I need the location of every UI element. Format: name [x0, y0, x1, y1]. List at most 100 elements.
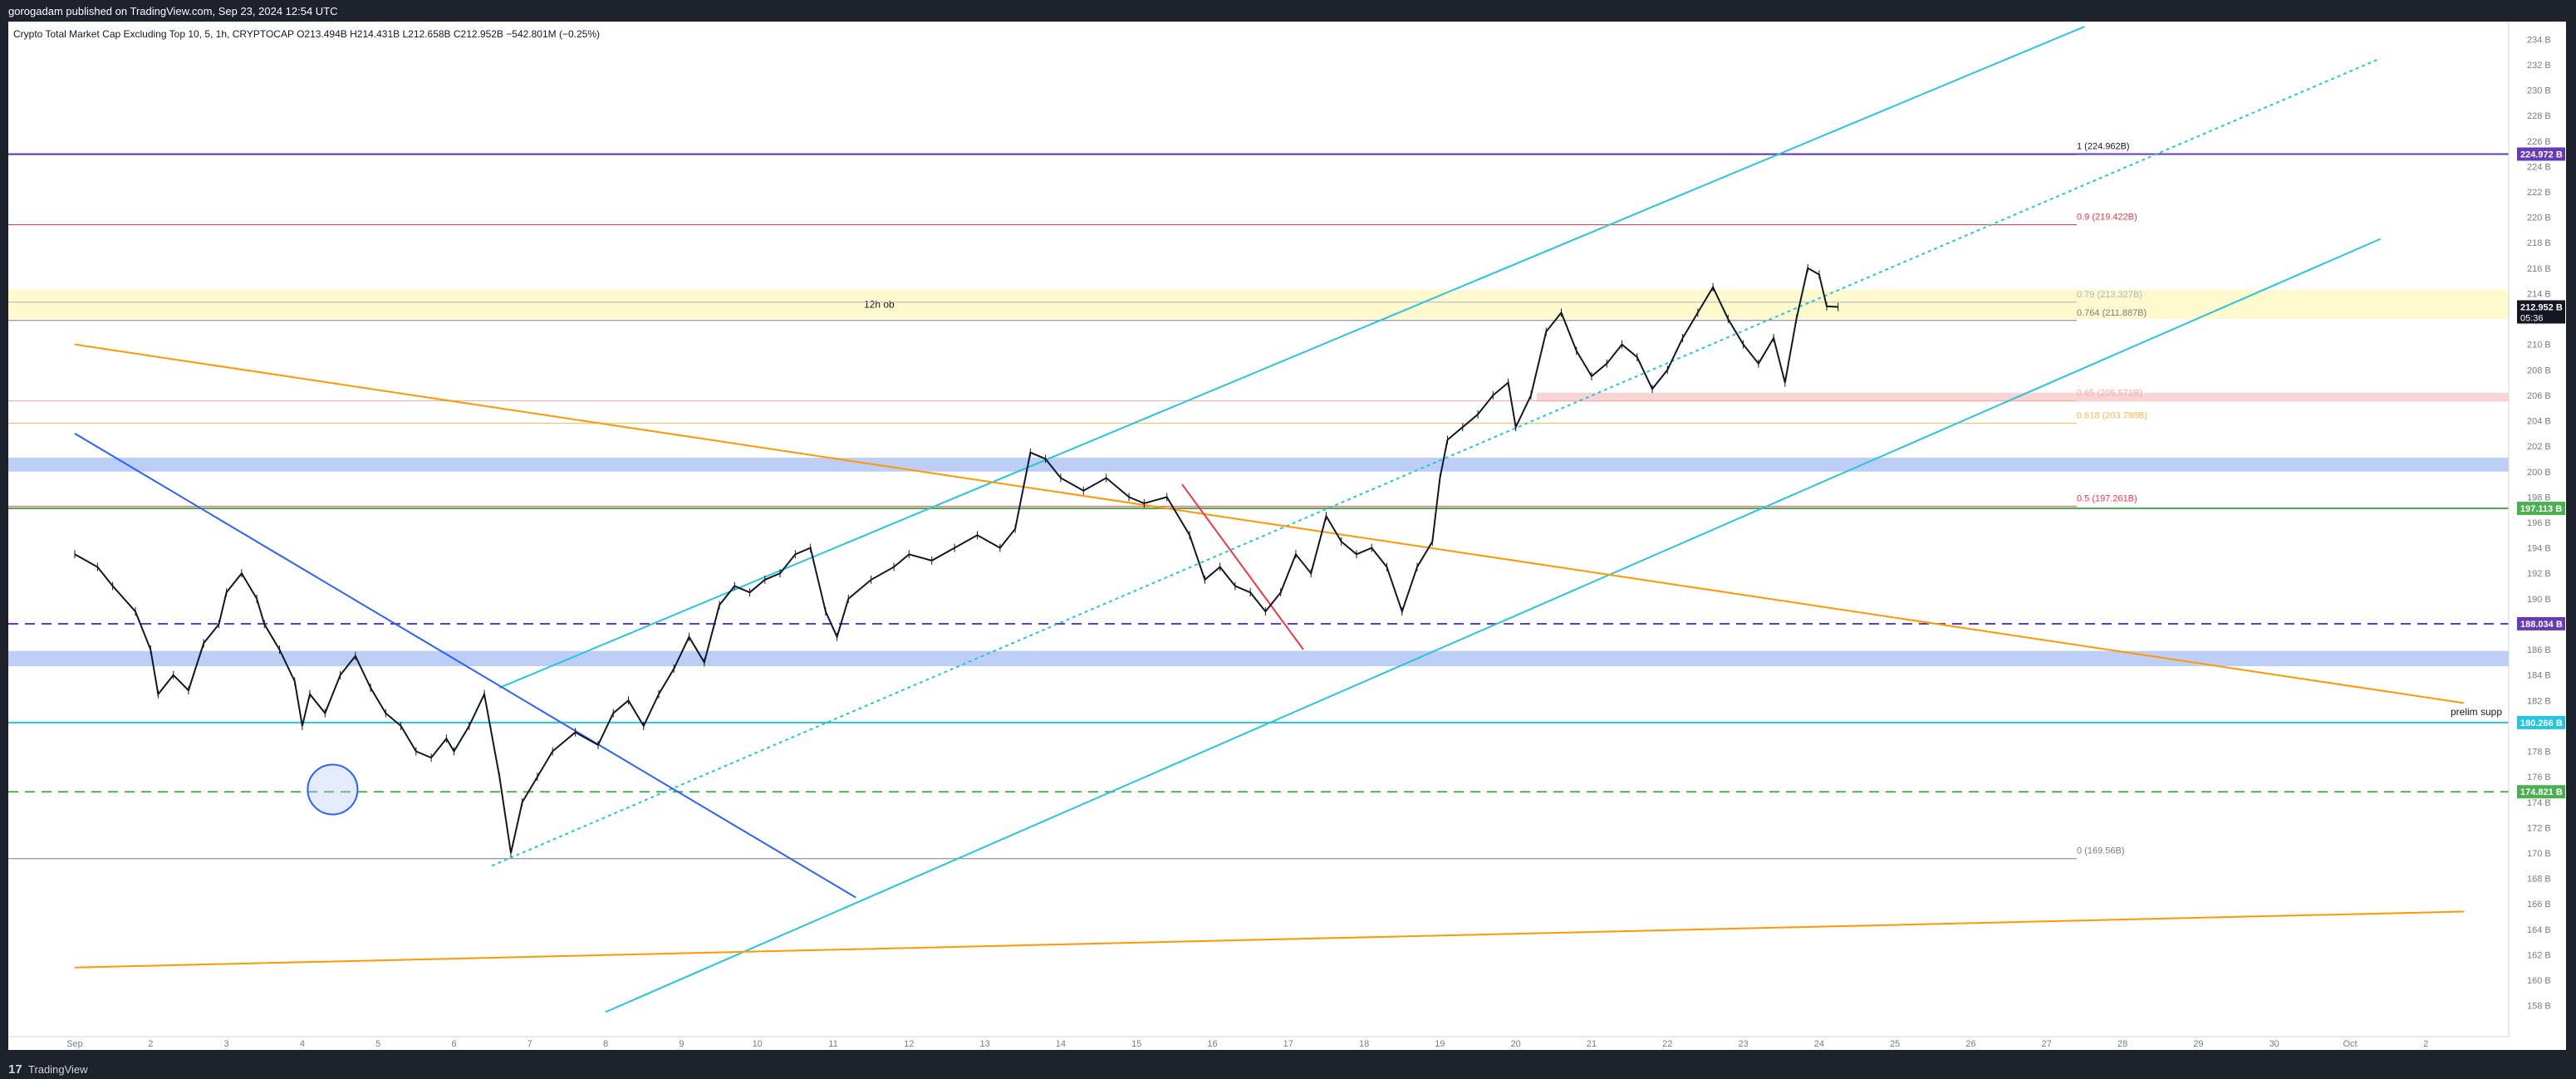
y-tick-label: 220 B: [2527, 213, 2551, 223]
y-tick-label: 178 B: [2527, 748, 2551, 758]
last-price-badge: [2517, 300, 2565, 324]
y-tick-label: 160 B: [2527, 976, 2551, 986]
trendline-4: [74, 910, 2464, 969]
y-tick-label: 202 B: [2527, 442, 2551, 452]
level-badge-label: 197.113 B: [2520, 504, 2562, 514]
y-tick-label: 210 B: [2527, 341, 2551, 351]
y-tick-label: 190 B: [2527, 595, 2551, 605]
x-tick-label: Oct: [2343, 1039, 2357, 1049]
fib-label: 0.618 (203.798B): [2077, 411, 2147, 421]
x-tick-label: 18: [1359, 1039, 1369, 1049]
x-tick-label: Sep: [66, 1039, 83, 1049]
y-tick-label: 218 B: [2527, 238, 2551, 248]
tradingview-logo-icon: 17: [8, 1062, 22, 1077]
x-tick-label: 11: [828, 1039, 837, 1049]
x-tick-label: 19: [1435, 1039, 1445, 1049]
circle-marker: [307, 763, 359, 816]
y-tick-label: 216 B: [2527, 264, 2551, 274]
y-tick-label: 196 B: [2527, 518, 2551, 528]
y-tick-label: 194 B: [2527, 544, 2551, 554]
y-tick-label: 224 B: [2527, 162, 2551, 172]
x-tick-label: 26: [1965, 1039, 1975, 1049]
y-tick-label: 222 B: [2527, 188, 2551, 198]
y-tick-label: 158 B: [2527, 1002, 2551, 1012]
last-price-label: 212.952 B: [2520, 303, 2563, 313]
symbol-legend: Crypto Total Market Cap Excluding Top 10…: [13, 28, 601, 40]
x-tick-label: 10: [753, 1039, 763, 1049]
y-tick-label: 234 B: [2527, 35, 2551, 45]
chart-area[interactable]: 12h ob 1 (224.962B) 0.9 (219.422B) 0.79 (21…: [8, 22, 2566, 1050]
y-tick-label: 232 B: [2527, 61, 2551, 71]
y-tick-label: 206 B: [2527, 391, 2551, 401]
level-badge: [2517, 715, 2565, 729]
y-tick-label: 182 B: [2527, 696, 2551, 706]
x-tick-label: 23: [1738, 1039, 1748, 1049]
x-tick-label: 30: [2269, 1039, 2279, 1049]
x-tick-label: 27: [2042, 1039, 2052, 1049]
level-badge: [2517, 785, 2565, 799]
level-badge: [2517, 616, 2565, 630]
y-tick-label: 192 B: [2527, 569, 2551, 579]
y-tick-label: 184 B: [2527, 671, 2551, 681]
y-tick-label: 198 B: [2527, 493, 2551, 503]
x-tick-label: 29: [2193, 1039, 2203, 1049]
x-tick-label: 3: [224, 1039, 229, 1049]
trendline-0: [498, 26, 2085, 689]
y-tick-label: 214 B: [2527, 289, 2551, 299]
footer-bar: 17 TradingView: [0, 1059, 2576, 1079]
y-tick-label: 228 B: [2527, 111, 2551, 121]
y-tick-label: 208 B: [2527, 365, 2551, 375]
x-tick-label: 22: [1662, 1039, 1672, 1049]
x-tick-label: 9: [679, 1039, 684, 1049]
y-tick-label: 172 B: [2527, 823, 2551, 833]
x-tick-label: 6: [451, 1039, 456, 1049]
fib-label: 1 (224.962B): [2077, 142, 2130, 152]
x-tick-label: 12: [904, 1039, 914, 1049]
publish-text: gorogadam published on TradingView.com, …: [8, 5, 338, 17]
x-tick-label: 15: [1131, 1039, 1141, 1049]
y-tick-label: 164 B: [2527, 925, 2551, 935]
y-tick-label: 162 B: [2527, 950, 2551, 960]
zone-3: [1537, 392, 2509, 402]
date-axis-bg: [8, 1037, 2566, 1050]
x-tick-label: 16: [1207, 1039, 1217, 1049]
y-tick-label: 186 B: [2527, 645, 2551, 655]
y-tick-label: 166 B: [2527, 900, 2551, 910]
x-tick-label: 4: [300, 1039, 305, 1049]
x-tick-label: 17: [1283, 1039, 1293, 1049]
zone-1: [8, 457, 2509, 472]
zone-2: [8, 650, 2509, 666]
x-tick-label: 25: [1890, 1039, 1900, 1049]
x-tick-label: 28: [2117, 1039, 2127, 1049]
chart-svg[interactable]: 12h ob 1 (224.962B) 0.9 (219.422B) 0.79 (21…: [8, 22, 2566, 1050]
x-tick-label: 20: [1511, 1039, 1521, 1049]
level-badge-label: 188.034 B: [2520, 620, 2563, 630]
level-badge: [2517, 501, 2565, 515]
x-tick-label: 24: [1814, 1039, 1824, 1049]
fib-label: 0.9 (219.422B): [2077, 212, 2137, 222]
publish-header: gorogadam published on TradingView.com, …: [0, 0, 2576, 22]
x-tick-label: 8: [603, 1039, 608, 1049]
trendline-6: [1181, 483, 1304, 650]
trendline-3: [74, 343, 2465, 704]
level-badge-label: 174.821 B: [2520, 787, 2563, 797]
countdown-label: 05:36: [2520, 314, 2544, 324]
price-axis-bg: [2509, 22, 2566, 1037]
level-badge-label: 180.266 B: [2520, 719, 2563, 728]
y-tick-label: 170 B: [2527, 849, 2551, 859]
y-tick-label: 174 B: [2527, 798, 2551, 808]
x-tick-label: 2: [148, 1039, 153, 1049]
y-tick-label: 176 B: [2527, 772, 2551, 782]
fib-label: 0.79 (213.327B): [2077, 290, 2142, 300]
level-badge-label: 224.972 B: [2520, 150, 2563, 160]
zone-label: 12h ob: [864, 298, 895, 310]
trendline-5: [74, 432, 856, 899]
y-tick-label: 230 B: [2527, 86, 2551, 96]
level-badge: [2517, 147, 2565, 161]
y-tick-label: 168 B: [2527, 875, 2551, 885]
x-tick-label: 5: [375, 1039, 380, 1049]
annotation-prelim-supp: prelim supp: [2451, 706, 2502, 718]
fib-label: 0.65 (205.571B): [2077, 388, 2142, 398]
fib-label: 0 (169.56B): [2077, 846, 2124, 856]
y-tick-label: 200 B: [2527, 468, 2551, 478]
